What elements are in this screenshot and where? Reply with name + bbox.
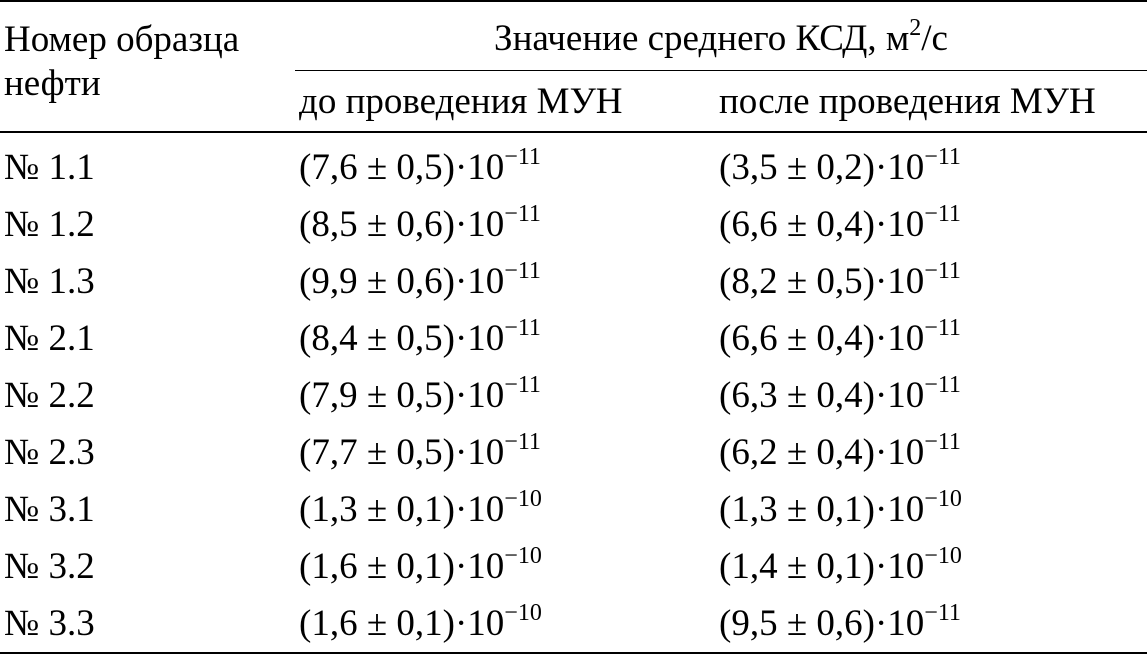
after-value-exponent: −11 (924, 258, 961, 284)
after-value-cell: (6,2 ± 0,4)·10−11 (715, 424, 1147, 481)
before-value-cell: (9,9 ± 0,6)·10−11 (295, 253, 715, 310)
sample-id-cell: № 3.1 (4, 489, 95, 530)
before-value-cell: (1,3 ± 0,1)·10−10 (295, 481, 715, 538)
group-header-unit-exponent: 2 (909, 14, 922, 41)
sample-id-cell: № 3.2 (4, 546, 95, 587)
after-value-mantissa: (8,2 ± 0,5)·10 (719, 261, 925, 302)
before-value-exponent: −11 (504, 315, 541, 341)
before-value-mantissa: (8,4 ± 0,5)·10 (299, 318, 505, 359)
before-column-header: до проведения МУН (299, 80, 623, 122)
after-value-cell: (8,2 ± 0,5)·10−11 (715, 253, 1147, 310)
table-body: № 1.1 (7,6 ± 0,5)·10−11 (3,5 ± 0,2)·10−11 №… (0, 132, 1147, 653)
after-value-exponent: −10 (924, 486, 962, 512)
after-value-cell: (1,4 ± 0,1)·10−10 (715, 538, 1147, 595)
before-value-exponent: −10 (504, 600, 542, 626)
before-value-mantissa: (1,3 ± 0,1)·10 (299, 489, 505, 530)
table-row: № 2.2 (7,9 ± 0,5)·10−11 (6,3 ± 0,4)·10−11 (0, 367, 1147, 424)
after-value-exponent: −11 (924, 201, 961, 227)
table-row: № 3.3 (1,6 ± 0,1)·10−10 (9,5 ± 0,6)·10−11 (0, 595, 1147, 653)
after-value-mantissa: (6,6 ± 0,4)·10 (719, 204, 925, 245)
after-value-cell: (6,6 ± 0,4)·10−11 (715, 310, 1147, 367)
before-value-mantissa: (7,9 ± 0,5)·10 (299, 375, 505, 416)
before-value-exponent: −11 (504, 258, 541, 284)
after-value-mantissa: (1,3 ± 0,1)·10 (719, 489, 925, 530)
table-row: № 1.1 (7,6 ± 0,5)·10−11 (3,5 ± 0,2)·10−11 (0, 132, 1147, 196)
sample-id-cell: № 1.1 (4, 147, 95, 188)
after-value-mantissa: (3,5 ± 0,2)·10 (719, 147, 925, 188)
sample-header-line1: Номер образца (4, 19, 240, 60)
before-value-exponent: −10 (504, 543, 542, 569)
after-value-exponent: −11 (924, 372, 961, 398)
after-value-exponent: −10 (924, 543, 962, 569)
sample-id-cell: № 2.2 (4, 375, 95, 416)
table-row: № 3.1 (1,3 ± 0,1)·10−10 (1,3 ± 0,1)·10−10 (0, 481, 1147, 538)
after-value-mantissa: (9,5 ± 0,6)·10 (719, 603, 925, 644)
sample-id-cell: № 1.3 (4, 261, 95, 302)
group-header: Значение среднего КСД, м2/с (295, 1, 1147, 71)
after-value-mantissa: (1,4 ± 0,1)·10 (719, 546, 925, 587)
sample-id-cell: № 3.3 (4, 603, 95, 644)
after-value-cell: (6,3 ± 0,4)·10−11 (715, 367, 1147, 424)
sample-id-cell: № 2.3 (4, 432, 95, 473)
after-value-exponent: −11 (924, 429, 961, 455)
before-value-cell: (7,9 ± 0,5)·10−11 (295, 367, 715, 424)
table-header: Номер образца нефти Значение среднего КС… (0, 1, 1147, 133)
after-column-header: после проведения МУН (719, 80, 1096, 122)
table-row: № 2.1 (8,4 ± 0,5)·10−11 (6,6 ± 0,4)·10−11 (0, 310, 1147, 367)
sample-column-header: Номер образца нефти (0, 1, 295, 133)
before-value-exponent: −11 (504, 372, 541, 398)
before-value-exponent: −11 (504, 201, 541, 227)
before-value-mantissa: (7,6 ± 0,5)·10 (299, 147, 505, 188)
table-row: № 1.2 (8,5 ± 0,6)·10−11 (6,6 ± 0,4)·10−11 (0, 196, 1147, 253)
after-value-exponent: −11 (924, 315, 961, 341)
after-value-cell: (9,5 ± 0,6)·10−11 (715, 595, 1147, 653)
after-value-mantissa: (6,2 ± 0,4)·10 (719, 432, 925, 473)
group-header-title: Значение среднего КСД, м (494, 17, 910, 59)
before-value-cell: (7,6 ± 0,5)·10−11 (295, 132, 715, 196)
table-row: № 2.3 (7,7 ± 0,5)·10−11 (6,2 ± 0,4)·10−11 (0, 424, 1147, 481)
group-header-unit-tail: /с (921, 17, 948, 59)
before-value-cell: (1,6 ± 0,1)·10−10 (295, 538, 715, 595)
after-value-cell: (1,3 ± 0,1)·10−10 (715, 481, 1147, 538)
after-value-exponent: −11 (924, 144, 961, 170)
sample-id-cell: № 2.1 (4, 318, 95, 359)
before-value-mantissa: (8,5 ± 0,6)·10 (299, 204, 505, 245)
before-value-cell: (1,6 ± 0,1)·10−10 (295, 595, 715, 653)
after-value-mantissa: (6,6 ± 0,4)·10 (719, 318, 925, 359)
sample-header-line2: нефти (4, 63, 101, 104)
before-value-exponent: −10 (504, 486, 542, 512)
after-value-mantissa: (6,3 ± 0,4)·10 (719, 375, 925, 416)
sample-id-cell: № 1.2 (4, 204, 95, 245)
before-value-cell: (7,7 ± 0,5)·10−11 (295, 424, 715, 481)
before-value-mantissa: (9,9 ± 0,6)·10 (299, 261, 505, 302)
before-value-exponent: −11 (504, 429, 541, 455)
table-row: № 1.3 (9,9 ± 0,6)·10−11 (8,2 ± 0,5)·10−11 (0, 253, 1147, 310)
before-value-exponent: −11 (504, 144, 541, 170)
before-value-mantissa: (7,7 ± 0,5)·10 (299, 432, 505, 473)
after-value-exponent: −11 (924, 600, 961, 626)
before-value-cell: (8,5 ± 0,6)·10−11 (295, 196, 715, 253)
after-value-cell: (6,6 ± 0,4)·10−11 (715, 196, 1147, 253)
before-value-mantissa: (1,6 ± 0,1)·10 (299, 603, 505, 644)
table-row: № 3.2 (1,6 ± 0,1)·10−10 (1,4 ± 0,1)·10−10 (0, 538, 1147, 595)
before-value-mantissa: (1,6 ± 0,1)·10 (299, 546, 505, 587)
before-value-cell: (8,4 ± 0,5)·10−11 (295, 310, 715, 367)
after-value-cell: (3,5 ± 0,2)·10−11 (715, 132, 1147, 196)
